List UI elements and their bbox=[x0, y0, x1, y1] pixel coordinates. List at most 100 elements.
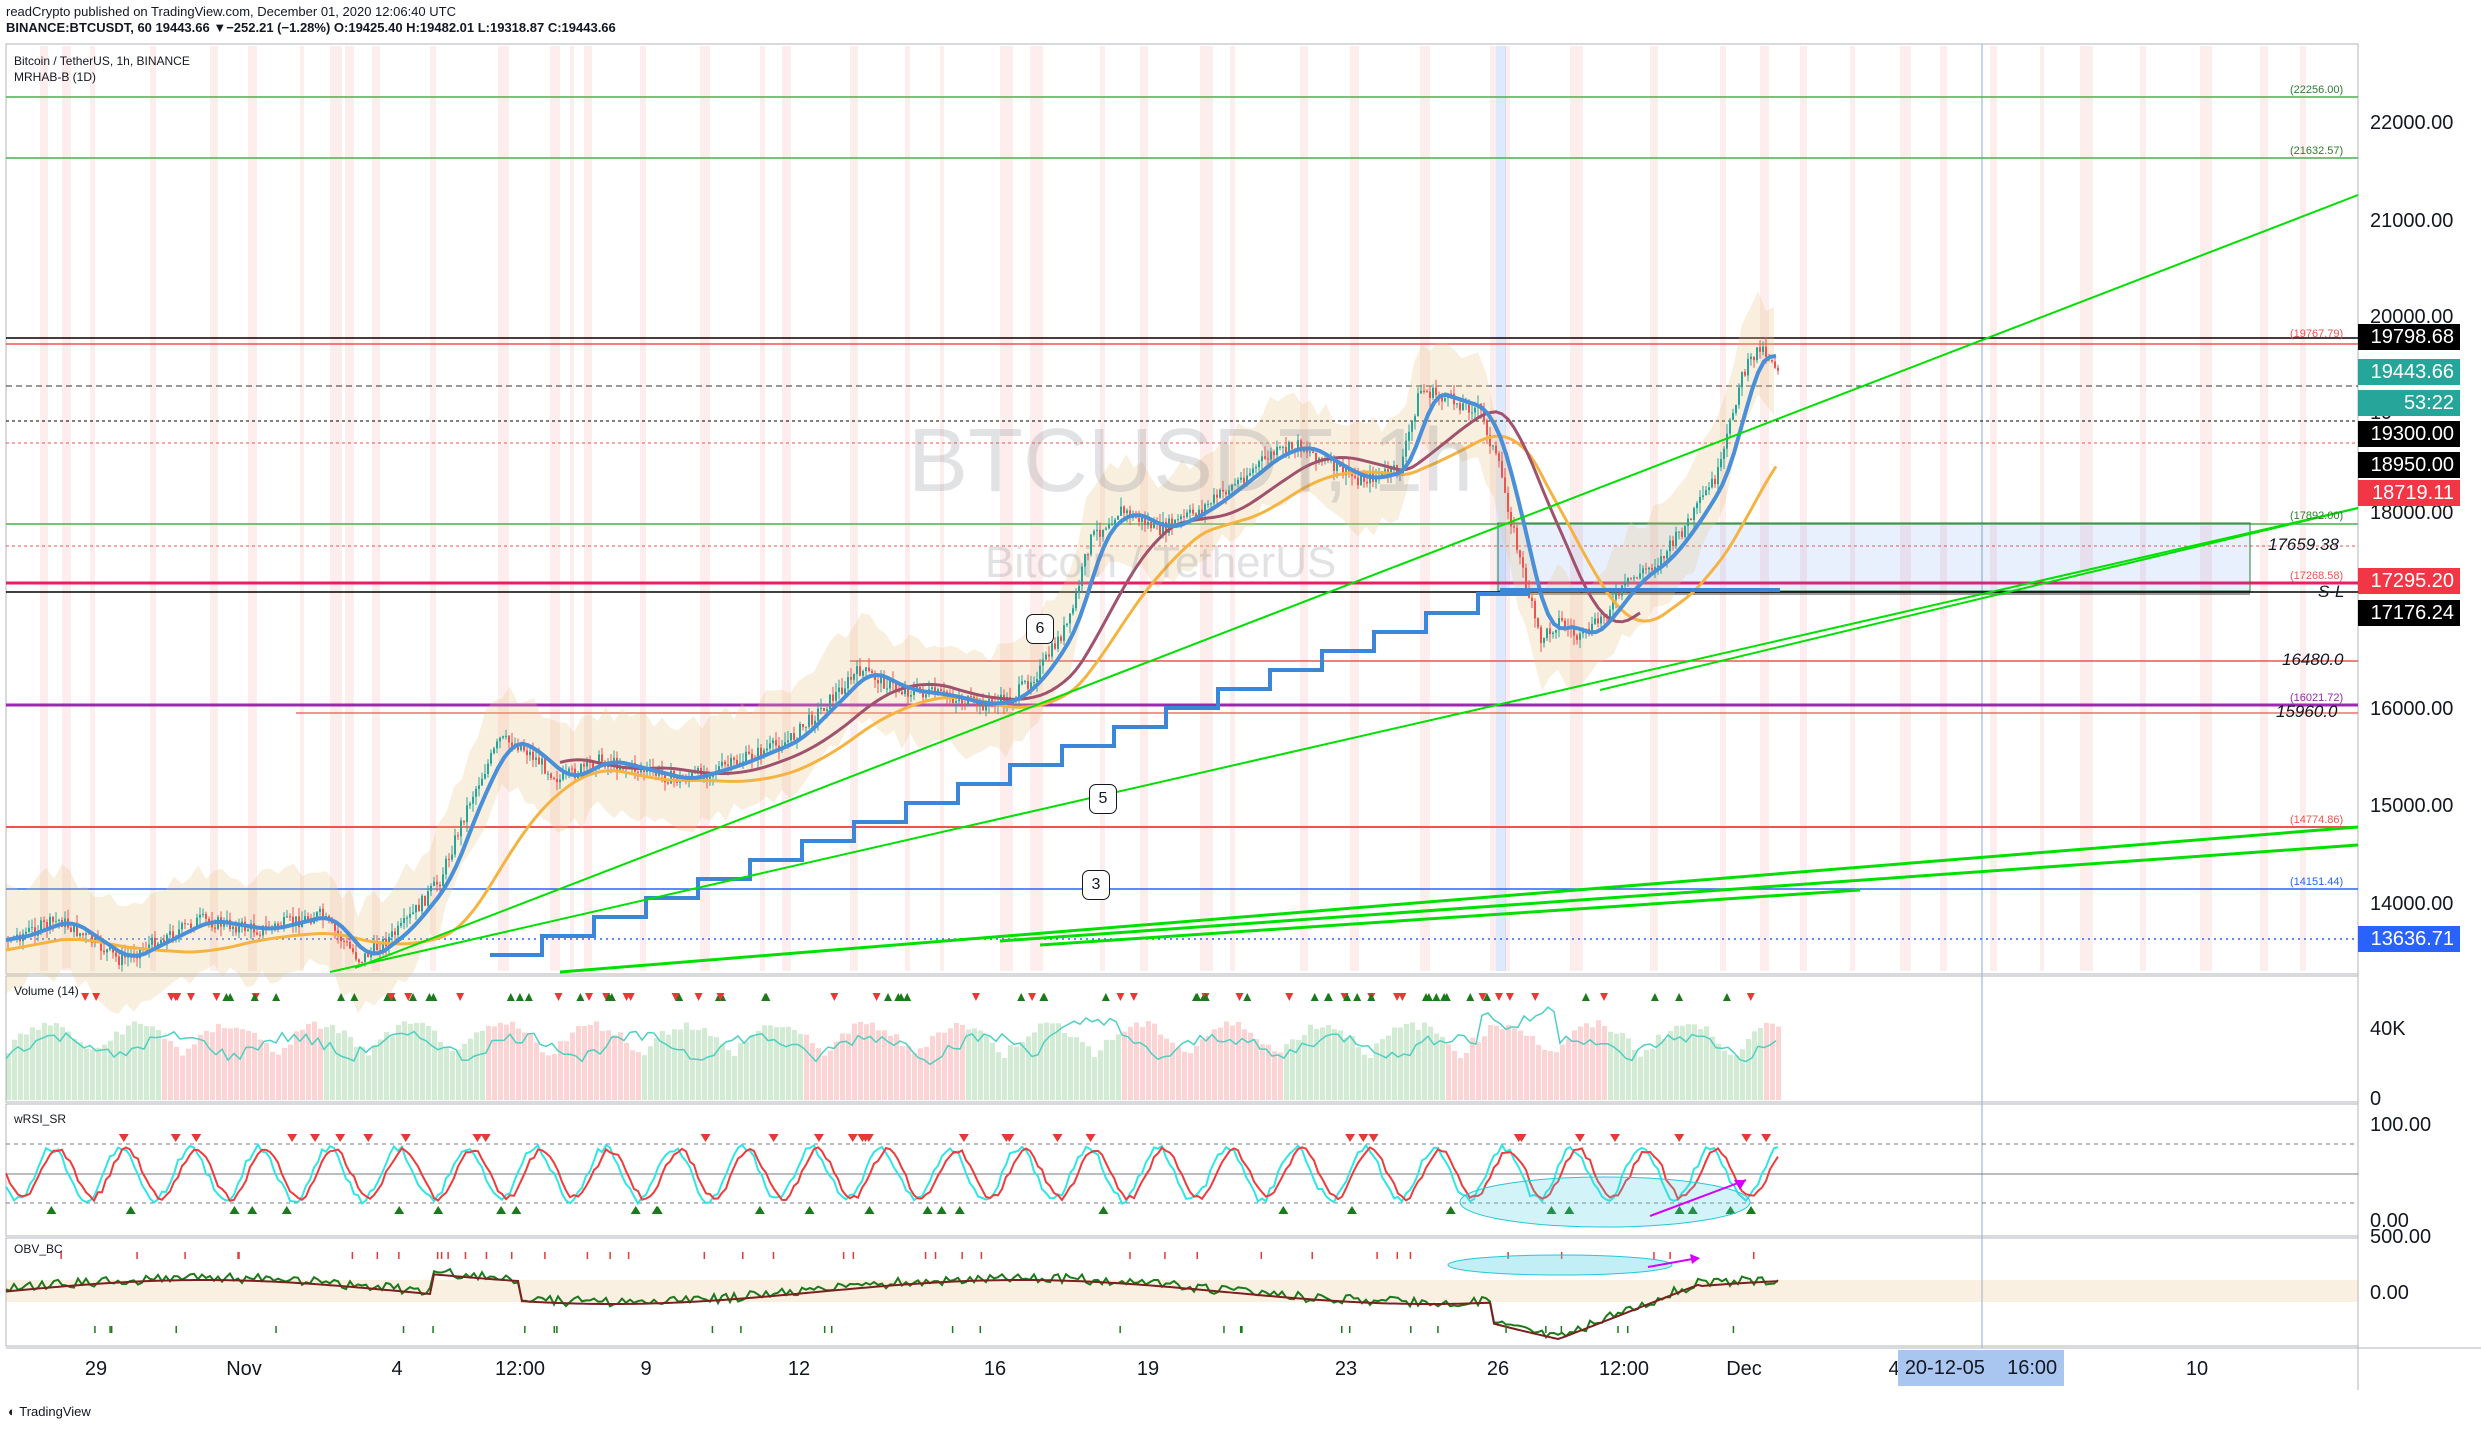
candle-body bbox=[1645, 568, 1647, 570]
volume-up-marker bbox=[1101, 993, 1110, 1001]
candle-body bbox=[364, 953, 366, 963]
candle-body bbox=[880, 674, 882, 684]
time-tick: 19 bbox=[1136, 1358, 1160, 1380]
rsi-pane-title[interactable]: wRSI_SR bbox=[14, 1112, 67, 1126]
candle-body bbox=[1111, 524, 1113, 526]
price-label-18950: 18950.00 bbox=[2358, 452, 2460, 478]
price-label-current: 19443.66 bbox=[2358, 359, 2460, 385]
rsi-sell-marker bbox=[309, 1134, 320, 1142]
rsi-annotation-ellipse bbox=[1459, 1176, 1751, 1228]
rsi-buy-marker bbox=[496, 1206, 507, 1214]
candle-body bbox=[835, 691, 837, 701]
volume-pane-title[interactable]: Volume (14) bbox=[14, 984, 79, 998]
symbol-legend[interactable]: Bitcoin / TetherUS, 1h, BINANCE bbox=[14, 54, 190, 68]
candle-body bbox=[553, 777, 555, 779]
indicator-legend[interactable]: MRHAB-B (1D) bbox=[14, 70, 97, 84]
volume-down-marker bbox=[186, 993, 195, 1001]
volume-up-marker bbox=[337, 993, 346, 1001]
candle-body bbox=[517, 743, 519, 751]
candle-body bbox=[1591, 623, 1593, 634]
ma-fast bbox=[5, 354, 1777, 958]
wave-label-3[interactable]: 3 bbox=[1082, 870, 1110, 900]
candle-body bbox=[1624, 582, 1626, 586]
candle-body bbox=[1444, 398, 1446, 402]
candle-body bbox=[955, 701, 957, 703]
candle-body bbox=[1699, 496, 1701, 504]
trendline-lower-3 bbox=[1039, 888, 1861, 947]
wave-label-6[interactable]: 6 bbox=[1026, 614, 1054, 644]
tradingview-logo[interactable]: ◐ TradingView bbox=[8, 1404, 91, 1419]
candle-body bbox=[490, 753, 492, 764]
candle-body bbox=[1414, 416, 1416, 422]
watermark-name: Bitcoin / TetherUS bbox=[985, 538, 1337, 587]
candle-body bbox=[16, 934, 18, 937]
candle-body bbox=[1693, 508, 1695, 521]
tradingview-logo-icon: ◐ bbox=[8, 1404, 16, 1419]
session-stripe bbox=[782, 46, 791, 971]
candle-body bbox=[586, 759, 588, 767]
volume-down-marker bbox=[212, 993, 221, 1001]
trendline-upper bbox=[354, 194, 2359, 969]
rsi-sell-marker bbox=[700, 1134, 711, 1142]
candle-body bbox=[1180, 516, 1182, 520]
candle-body bbox=[1360, 475, 1362, 486]
candle-body bbox=[556, 778, 558, 783]
candle-body bbox=[1600, 616, 1602, 624]
volume-up-marker bbox=[903, 993, 912, 1001]
candle-body bbox=[844, 688, 846, 694]
candle-body bbox=[1435, 387, 1437, 396]
candle-body bbox=[496, 741, 498, 749]
volume-down-marker bbox=[404, 993, 413, 1001]
candle-body bbox=[355, 952, 357, 960]
candle-body bbox=[241, 921, 243, 925]
candle-body bbox=[1390, 467, 1392, 476]
candle-body bbox=[1084, 554, 1086, 567]
candle-body bbox=[1441, 397, 1443, 402]
price-tick-14000: 14000.00 bbox=[2370, 893, 2454, 915]
candle-body bbox=[457, 835, 459, 837]
session-stripe bbox=[570, 46, 574, 971]
obv-pane-title[interactable]: OBV_BC bbox=[14, 1242, 63, 1256]
candle-body bbox=[319, 908, 321, 913]
candle-body bbox=[907, 688, 909, 697]
candle-body bbox=[1726, 433, 1728, 449]
candle-body bbox=[751, 753, 753, 760]
candle-body bbox=[1255, 467, 1257, 469]
volume-down-marker bbox=[830, 993, 839, 1001]
candle-body bbox=[295, 916, 297, 925]
candle-body bbox=[205, 913, 207, 919]
time-tick: 23 bbox=[1334, 1358, 1358, 1380]
candle-body bbox=[670, 770, 672, 784]
candle-body bbox=[1492, 445, 1494, 447]
candle-body bbox=[763, 750, 765, 757]
volume-down-marker bbox=[1393, 993, 1402, 1001]
candle-body bbox=[1114, 519, 1116, 525]
candle-body bbox=[154, 937, 156, 950]
candle-body bbox=[1309, 451, 1311, 453]
candle-body bbox=[1234, 484, 1236, 486]
session-stripe bbox=[1490, 46, 1496, 971]
candle-body bbox=[34, 927, 36, 936]
price-tick-21000: 21000.00 bbox=[2370, 210, 2454, 232]
candle-body bbox=[700, 767, 702, 781]
candle-body bbox=[1171, 518, 1173, 527]
candle-body bbox=[505, 735, 507, 737]
candle-body bbox=[1495, 445, 1497, 454]
candle-body bbox=[214, 927, 216, 929]
candle-body bbox=[1498, 453, 1500, 461]
volume-down-marker bbox=[1028, 993, 1037, 1001]
wave-label-5[interactable]: 5 bbox=[1089, 784, 1117, 814]
candle-body bbox=[1504, 477, 1506, 493]
candle-body bbox=[865, 667, 867, 672]
candle-body bbox=[1198, 509, 1200, 517]
candle-body bbox=[322, 908, 324, 919]
rsi-buy-marker bbox=[229, 1206, 240, 1214]
volume-down-marker bbox=[1478, 993, 1487, 1001]
candle-body bbox=[1357, 477, 1359, 486]
candle-body bbox=[1021, 681, 1023, 685]
volume-down-marker bbox=[81, 993, 90, 1001]
session-stripe bbox=[1800, 46, 1807, 971]
candle-body bbox=[1510, 511, 1512, 527]
candle-body bbox=[448, 858, 450, 860]
